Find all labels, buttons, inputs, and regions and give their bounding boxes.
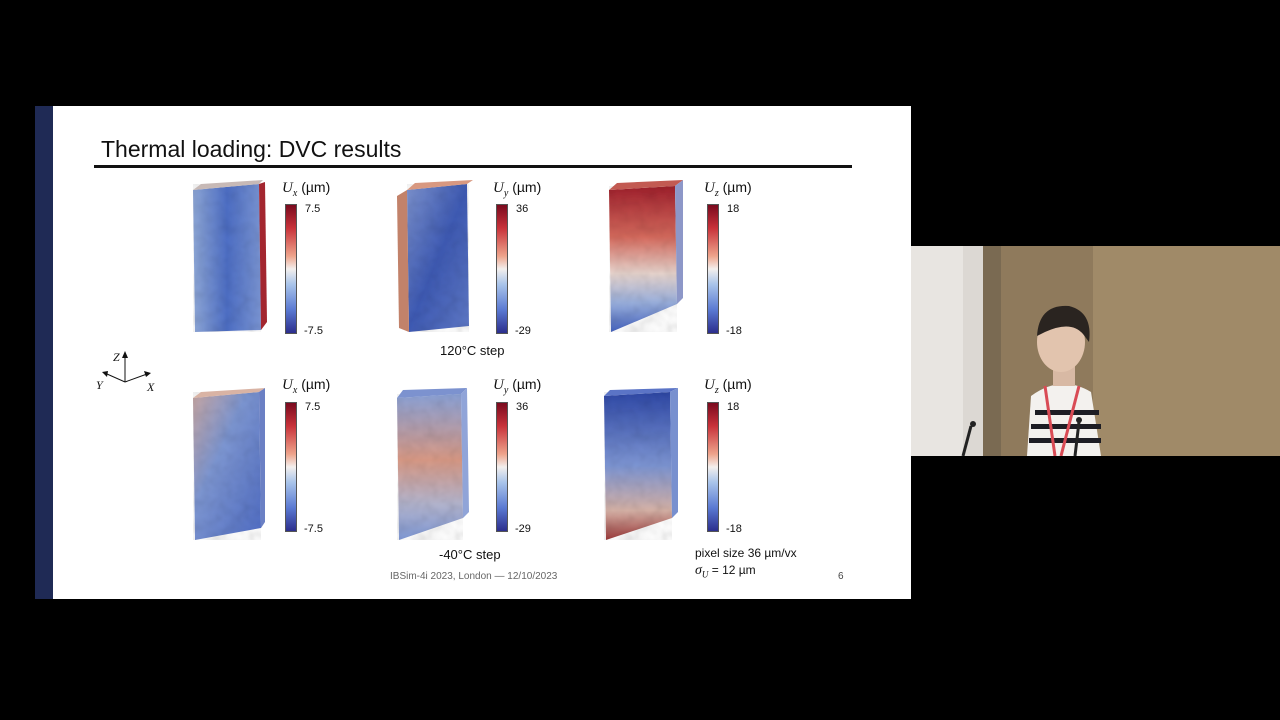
title-underline bbox=[94, 165, 852, 168]
uz-field-minus40c bbox=[604, 388, 678, 540]
uz-label-row1: Uz (µm) bbox=[704, 179, 752, 199]
uy-max-row1: 36 bbox=[516, 203, 529, 215]
page-number: 6 bbox=[838, 571, 844, 582]
uz-min-row2: -18 bbox=[726, 523, 742, 535]
ux-colorbar-row2 bbox=[285, 402, 297, 532]
slide-footer: IBSim-4i 2023, London — 12/10/2023 bbox=[390, 571, 558, 582]
speaker-image bbox=[911, 246, 1280, 456]
uz-label-row2: Uz (µm) bbox=[704, 376, 752, 396]
uz-min-row1: -18 bbox=[726, 325, 742, 337]
step-label-minus40c: -40°C step bbox=[439, 547, 501, 562]
ux-min-row1: -7.5 bbox=[304, 325, 323, 337]
uz-max-row1: 18 bbox=[727, 203, 740, 215]
uy-min-row1: -29 bbox=[515, 325, 531, 337]
ux-colorbar-row1 bbox=[285, 204, 297, 334]
ux-label-row1: Ux (µm) bbox=[282, 179, 331, 199]
slide-title: Thermal loading: DVC results bbox=[101, 136, 402, 162]
ux-min-row2: -7.5 bbox=[304, 523, 323, 535]
uy-colorbar-row2 bbox=[496, 402, 508, 532]
ux-max-row2: 7.5 bbox=[305, 401, 321, 413]
uy-colorbar-row1 bbox=[496, 204, 508, 334]
ux-field-minus40c bbox=[193, 388, 265, 540]
ux-field-120c bbox=[193, 180, 267, 332]
uz-colorbar-row1 bbox=[707, 204, 719, 334]
uy-max-row2: 36 bbox=[516, 401, 529, 413]
axes-triad-icon bbox=[102, 351, 151, 383]
pixel-size-note: pixel size 36 µm/vx bbox=[695, 546, 797, 560]
uz-colorbar-row2 bbox=[707, 402, 719, 532]
presentation-slide: Thermal loading: DVC results bbox=[35, 106, 911, 599]
uz-field-120c bbox=[609, 180, 683, 332]
uy-label-row2: Uy (µm) bbox=[493, 376, 542, 396]
slide-sidebar-bar bbox=[35, 106, 53, 599]
uy-field-120c bbox=[397, 180, 473, 332]
uy-label-row1: Uy (µm) bbox=[493, 179, 542, 199]
speaker-video-feed bbox=[911, 246, 1280, 456]
uy-min-row2: -29 bbox=[515, 523, 531, 535]
uz-max-row2: 18 bbox=[727, 401, 740, 413]
ux-label-row2: Ux (µm) bbox=[282, 376, 331, 396]
uy-field-minus40c bbox=[397, 388, 469, 540]
ux-max-row1: 7.5 bbox=[305, 203, 321, 215]
sigma-note: σU = 12 µm bbox=[695, 563, 756, 580]
step-label-120c: 120°C step bbox=[440, 343, 505, 358]
